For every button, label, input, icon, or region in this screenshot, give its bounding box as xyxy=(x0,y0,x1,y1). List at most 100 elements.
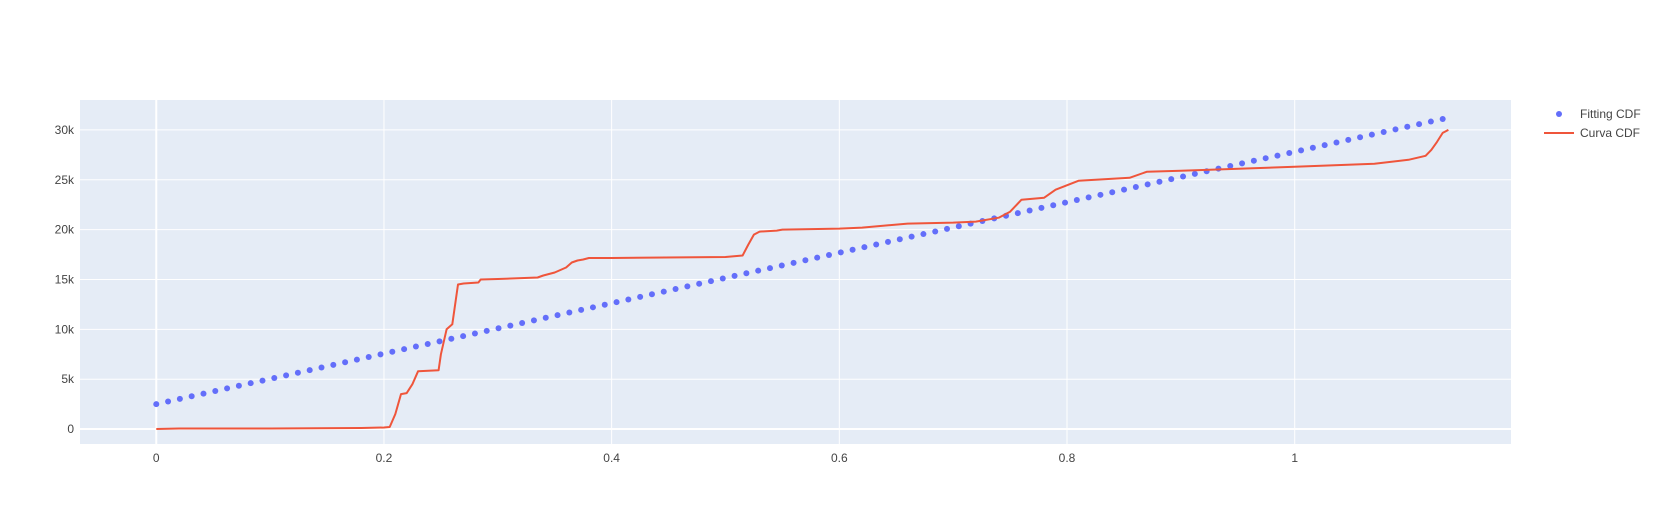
fitting-cdf-point xyxy=(1368,131,1375,138)
fitting-cdf-point xyxy=(920,231,927,238)
legend-label: Curva CDF xyxy=(1580,126,1640,140)
fitting-cdf-point xyxy=(283,372,290,379)
fitting-cdf-point xyxy=(873,241,880,248)
fitting-cdf-point xyxy=(554,312,561,319)
series-fitting-cdf xyxy=(153,115,1446,408)
fitting-cdf-point xyxy=(1416,121,1423,128)
fitting-cdf-point xyxy=(330,361,337,368)
x-axis-ticks: 0 0.2 0.4 0.6 0.8 1 xyxy=(153,451,1298,465)
fitting-cdf-point xyxy=(401,346,408,353)
fitting-cdf-point xyxy=(377,351,384,358)
fitting-cdf-point xyxy=(849,246,856,253)
legend[interactable]: Fitting CDF Curva CDF xyxy=(1544,107,1641,140)
fitting-cdf-point xyxy=(483,327,490,334)
fitting-cdf-point xyxy=(1121,186,1128,193)
fitting-cdf-point xyxy=(1109,189,1116,196)
fitting-cdf-point xyxy=(530,317,537,324)
fitting-cdf-point xyxy=(294,369,301,376)
y-tick-label: 10k xyxy=(55,322,75,336)
fitting-cdf-point xyxy=(1062,199,1069,206)
y-tick-label: 20k xyxy=(55,223,75,237)
fitting-cdf-point xyxy=(731,272,738,279)
fitting-cdf-point xyxy=(660,288,667,295)
fitting-cdf-point xyxy=(259,377,266,384)
fitting-cdf-point xyxy=(412,343,419,350)
y-tick-label: 25k xyxy=(55,173,75,187)
legend-marker xyxy=(1556,111,1562,117)
fitting-cdf-point xyxy=(1014,210,1021,217)
x-tick-label: 0.2 xyxy=(376,451,393,465)
y-tick-label: 5k xyxy=(61,372,75,386)
x-tick-label: 1 xyxy=(1291,451,1298,465)
fitting-cdf-point xyxy=(176,395,183,402)
fitting-cdf-point xyxy=(1298,147,1305,154)
fitting-cdf-point xyxy=(1286,149,1293,156)
fitting-cdf-point xyxy=(648,291,655,298)
fitting-cdf-point xyxy=(696,280,703,287)
fitting-cdf-point xyxy=(719,275,726,282)
fitting-cdf-point xyxy=(790,259,797,266)
fitting-cdf-point xyxy=(353,356,360,363)
fitting-cdf-point xyxy=(637,293,644,300)
fitting-cdf-point xyxy=(837,249,844,256)
fitting-cdf-point xyxy=(1392,126,1399,133)
fitting-cdf-point xyxy=(1380,129,1387,136)
fitting-cdf-point xyxy=(1168,176,1175,183)
fitting-cdf-point xyxy=(589,304,596,311)
fitting-cdf-point xyxy=(707,278,714,285)
fitting-cdf-point xyxy=(1333,139,1340,146)
y-tick-label: 15k xyxy=(55,272,75,286)
plot-background xyxy=(80,100,1511,444)
fitting-cdf-point xyxy=(755,267,762,274)
fitting-cdf-point xyxy=(814,254,821,261)
fitting-cdf-point xyxy=(1427,118,1434,125)
y-tick-label: 30k xyxy=(55,123,75,137)
fitting-cdf-point xyxy=(1250,157,1257,164)
y-axis-ticks: 0 5k 10k 15k 20k 25k 30k xyxy=(55,123,75,436)
series-curva-cdf-line xyxy=(156,129,1449,430)
fitting-cdf-point xyxy=(212,388,219,395)
fitting-cdf-point xyxy=(1321,142,1328,149)
fitting-cdf-point xyxy=(519,320,526,327)
fitting-cdf-point xyxy=(542,314,549,321)
y-tick-label: 0 xyxy=(67,422,74,436)
fitting-cdf-point xyxy=(1156,178,1163,185)
series xyxy=(153,115,1449,430)
x-tick-label: 0.6 xyxy=(831,451,848,465)
fitting-cdf-point xyxy=(1404,123,1411,130)
fitting-cdf-point xyxy=(884,238,891,245)
legend-item[interactable]: Fitting CDF xyxy=(1556,107,1641,121)
fitting-cdf-point xyxy=(495,325,502,332)
fitting-cdf-point xyxy=(1132,183,1139,190)
fitting-cdf-point xyxy=(448,335,455,342)
fitting-cdf-point xyxy=(1239,160,1246,167)
fitting-cdf-point xyxy=(1097,191,1104,198)
fitting-cdf-point xyxy=(778,262,785,269)
fitting-cdf-point xyxy=(684,283,691,290)
fitting-cdf-point xyxy=(306,367,313,374)
fitting-cdf-point xyxy=(460,333,467,340)
fitting-cdf-point xyxy=(944,225,951,232)
fitting-cdf-point xyxy=(165,398,172,405)
fitting-cdf-point xyxy=(247,380,254,387)
fitting-cdf-point xyxy=(1357,134,1364,141)
fitting-cdf-point xyxy=(507,322,514,329)
fitting-cdf-point xyxy=(566,309,573,316)
fitting-cdf-point xyxy=(932,228,939,235)
legend-item[interactable]: Curva CDF xyxy=(1544,126,1640,140)
fitting-cdf-point xyxy=(200,390,207,397)
fitting-cdf-point xyxy=(802,257,809,264)
fitting-cdf-point xyxy=(1026,207,1033,214)
fitting-cdf-point xyxy=(436,338,443,345)
fitting-cdf-point xyxy=(578,306,585,313)
fitting-cdf-point xyxy=(1180,173,1187,180)
fitting-cdf-point xyxy=(188,393,195,400)
fitting-cdf-point xyxy=(896,236,903,243)
fitting-cdf-point xyxy=(1345,136,1352,143)
fitting-cdf-point xyxy=(235,382,242,389)
fitting-cdf-point xyxy=(1050,202,1057,209)
x-tick-label: 0.4 xyxy=(603,451,620,465)
fitting-cdf-point xyxy=(1227,163,1234,170)
fitting-cdf-point xyxy=(1144,181,1151,188)
